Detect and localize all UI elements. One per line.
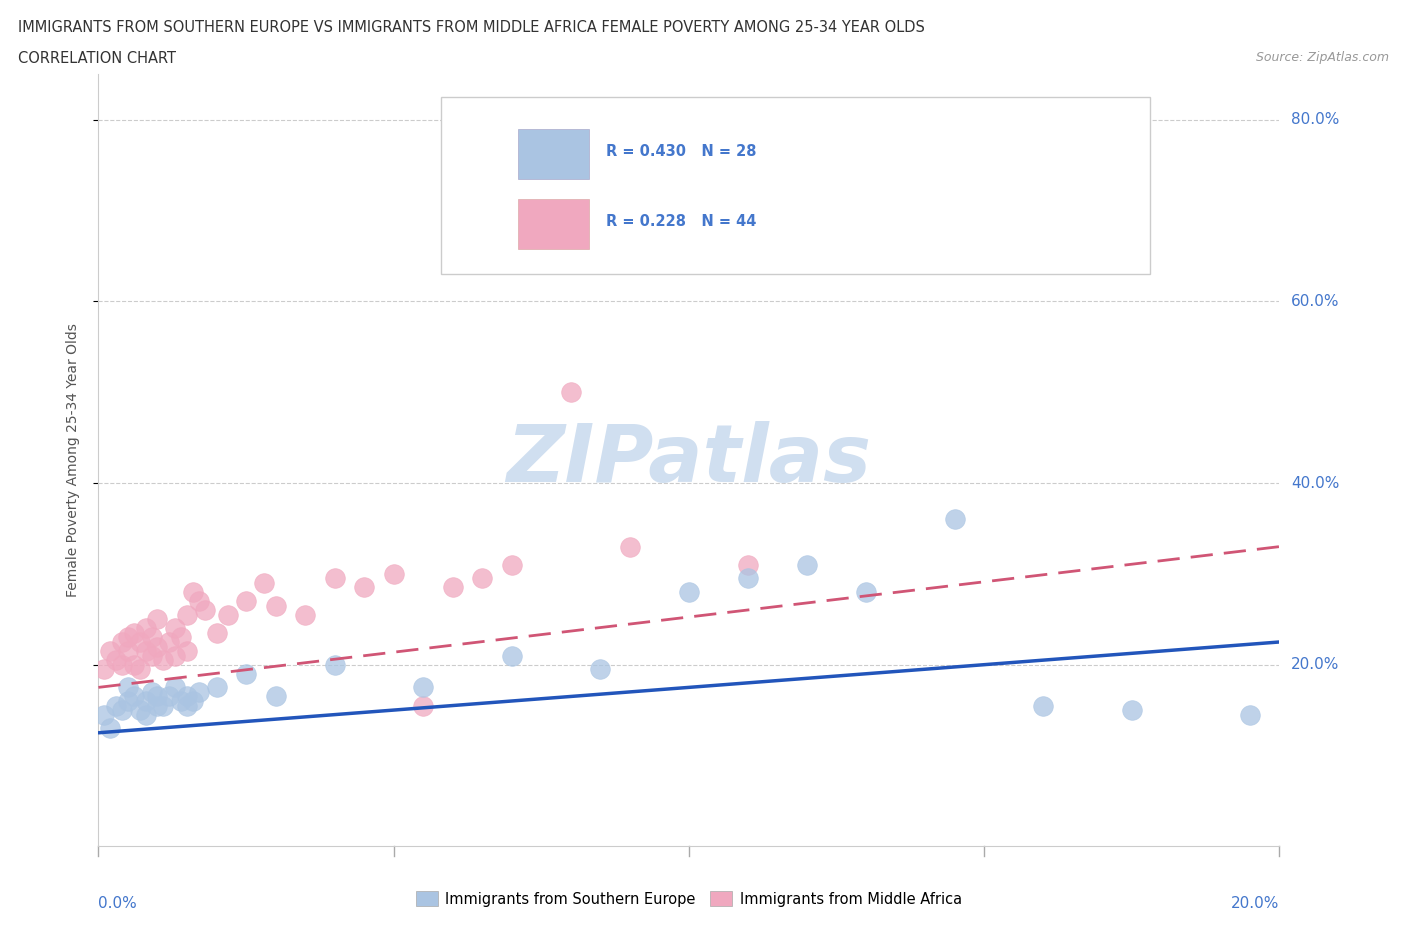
Point	[117, 694, 139, 709]
Point	[181, 585, 204, 600]
Point	[176, 644, 198, 658]
Point	[141, 684, 163, 699]
Point	[93, 707, 115, 722]
Point	[152, 698, 174, 713]
Point	[176, 698, 198, 713]
Legend: Immigrants from Southern Europe, Immigrants from Middle Africa: Immigrants from Southern Europe, Immigra…	[411, 885, 967, 912]
Point	[135, 644, 157, 658]
Text: R = 0.430   N = 28: R = 0.430 N = 28	[606, 144, 756, 159]
Point	[1239, 707, 1261, 722]
Point	[117, 630, 139, 644]
Text: CORRELATION CHART: CORRELATION CHART	[18, 51, 176, 66]
Point	[111, 658, 134, 672]
Point	[122, 658, 145, 672]
Point	[146, 612, 169, 627]
Point	[194, 603, 217, 618]
Text: 40.0%: 40.0%	[1291, 475, 1340, 490]
Point	[176, 607, 198, 622]
Text: 80.0%: 80.0%	[1291, 113, 1340, 127]
Point	[135, 694, 157, 709]
Point	[122, 689, 145, 704]
Point	[678, 585, 700, 600]
Point	[93, 662, 115, 677]
Point	[146, 689, 169, 704]
Point	[855, 585, 877, 600]
Point	[796, 557, 818, 572]
Point	[152, 653, 174, 668]
Point	[117, 680, 139, 695]
Point	[105, 653, 128, 668]
Point	[98, 721, 121, 736]
Point	[187, 684, 209, 699]
Point	[441, 580, 464, 595]
Point	[111, 703, 134, 718]
Text: 60.0%: 60.0%	[1291, 294, 1340, 309]
FancyBboxPatch shape	[517, 129, 589, 179]
Point	[165, 680, 187, 695]
Point	[737, 557, 759, 572]
Point	[323, 658, 346, 672]
Text: R = 0.228   N = 44: R = 0.228 N = 44	[606, 214, 756, 229]
Point	[678, 176, 700, 191]
Y-axis label: Female Poverty Among 25-34 Year Olds: Female Poverty Among 25-34 Year Olds	[66, 324, 80, 597]
Point	[157, 689, 180, 704]
Point	[353, 580, 375, 595]
Text: IMMIGRANTS FROM SOUTHERN EUROPE VS IMMIGRANTS FROM MIDDLE AFRICA FEMALE POVERTY : IMMIGRANTS FROM SOUTHERN EUROPE VS IMMIG…	[18, 20, 925, 35]
Point	[1121, 703, 1143, 718]
Point	[737, 571, 759, 586]
Point	[165, 648, 187, 663]
Point	[501, 648, 523, 663]
Point	[943, 512, 966, 526]
Point	[412, 680, 434, 695]
Point	[128, 703, 150, 718]
Point	[412, 698, 434, 713]
Point	[294, 607, 316, 622]
Point	[128, 634, 150, 649]
FancyBboxPatch shape	[441, 97, 1150, 274]
Point	[98, 644, 121, 658]
Point	[217, 607, 239, 622]
Point	[111, 634, 134, 649]
Point	[165, 621, 187, 636]
Point	[170, 694, 193, 709]
Point	[264, 689, 287, 704]
Point	[135, 621, 157, 636]
Point	[471, 571, 494, 586]
Point	[382, 566, 405, 581]
Text: 20.0%: 20.0%	[1291, 658, 1340, 672]
FancyBboxPatch shape	[517, 199, 589, 248]
Text: 0.0%: 0.0%	[98, 897, 138, 911]
Text: ZIPatlas: ZIPatlas	[506, 421, 872, 499]
Text: Source: ZipAtlas.com: Source: ZipAtlas.com	[1256, 51, 1389, 64]
Point	[128, 662, 150, 677]
Point	[619, 539, 641, 554]
Point	[141, 648, 163, 663]
Point	[146, 698, 169, 713]
Point	[181, 694, 204, 709]
Point	[176, 689, 198, 704]
Point	[146, 639, 169, 654]
Point	[157, 634, 180, 649]
Point	[323, 571, 346, 586]
Point	[205, 626, 228, 641]
Point	[135, 707, 157, 722]
Point	[117, 644, 139, 658]
Point	[589, 662, 612, 677]
Point	[264, 598, 287, 613]
Point	[253, 576, 276, 591]
Point	[235, 666, 257, 681]
Point	[501, 557, 523, 572]
Point	[187, 593, 209, 608]
Point	[141, 630, 163, 644]
Text: 20.0%: 20.0%	[1232, 897, 1279, 911]
Point	[205, 680, 228, 695]
Point	[105, 698, 128, 713]
Point	[560, 385, 582, 400]
Point	[1032, 698, 1054, 713]
Point	[235, 593, 257, 608]
Point	[122, 626, 145, 641]
Point	[170, 630, 193, 644]
